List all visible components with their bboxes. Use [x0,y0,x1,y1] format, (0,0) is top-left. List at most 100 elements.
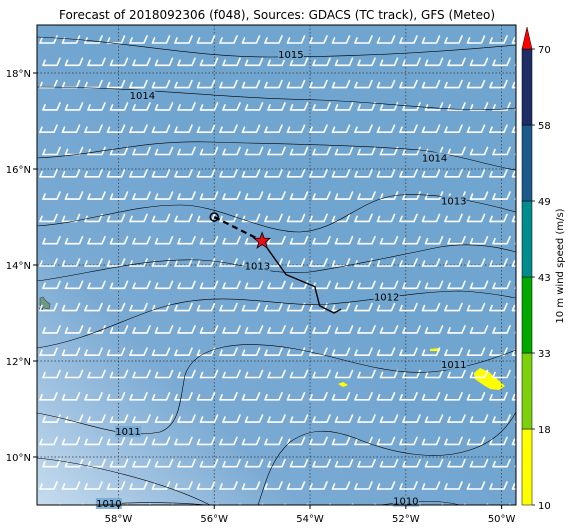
wind-barb-flag [241,304,246,312]
wind-barb-flag [421,438,426,446]
wind-barb [376,213,396,223]
wind-barb [132,325,151,334]
wind-barb-flag [109,282,114,290]
wind-barb [357,369,376,379]
wind-barb-stroke [132,414,151,423]
wind-barb [376,79,396,89]
wind-barb [154,369,174,379]
wind-barb [492,414,511,423]
wind-barb [154,235,174,245]
wind-barb-stroke [106,79,126,89]
wind-barb [376,481,396,490]
wind-barb-stroke [424,369,444,379]
wind-barb-stroke [154,102,174,111]
wind-barb-stroke [309,79,328,89]
wind-barb-flag [466,438,471,446]
wind-barb-stroke [129,169,148,178]
wind-barb [354,392,373,401]
wind-barb-stroke [312,414,331,423]
wind-barb-stroke [109,235,129,245]
wind-barb-flag [289,416,294,423]
wind-barb-flag [222,460,226,468]
wind-barb-flag [132,193,136,200]
wind-barb-stroke [399,392,418,401]
wind-barb [109,369,129,379]
wind-barb-flag [286,483,291,490]
wind-barb-flag [219,215,223,223]
wind-barb-flag [129,483,133,490]
wind-barb [177,369,196,379]
wind-barb-flag [331,215,336,223]
wind-barb-flag [87,104,91,111]
isobar-line [37,36,516,58]
wind-barb [267,414,286,423]
wind-barb-stroke [109,57,129,67]
wind-barb-stroke [154,458,174,468]
wind-barb-flag [133,506,135,511]
wind-barb-stroke [489,347,508,356]
wind-barb [309,169,328,178]
wind-barb-flag [354,483,358,490]
wind-barb-flag [312,237,316,245]
wind-barb-stroke [334,57,354,67]
wind-barb-flag [424,282,429,290]
wind-barb-stroke [177,146,196,156]
wind-barb-flag [357,371,361,379]
wind-barb [447,235,466,245]
wind-barb-stroke [129,481,148,490]
wind-barb-flag [177,59,181,67]
wind-barb-stroke [129,302,148,312]
wind-barb-stroke [264,169,283,178]
wind-barb-stroke [312,146,331,156]
wind-barb-flag [421,349,426,356]
wind-barb-stroke [424,414,444,423]
wind-barb-flag [376,483,381,490]
wind-barb-stroke [447,414,466,423]
wind-barb-stroke [289,191,309,200]
wind-barb-flag [376,171,381,178]
wind-barb [199,325,219,334]
wind-barb [132,280,151,290]
wind-barb [444,124,463,133]
y-tick-label: 12°N [6,357,31,368]
wind-barb [357,57,376,67]
wind-barb-stroke [312,57,331,67]
wind-barb-flag [174,304,178,312]
wind-barb [219,258,238,267]
wind-barb-stroke [174,436,193,446]
wind-barb-flag [309,81,313,89]
wind-barb-flag [109,59,114,67]
wind-barb-flag [241,483,246,490]
wind-barb [267,146,286,156]
wind-barb-stroke [466,213,486,223]
wind-barb-flag [64,237,69,245]
wind-barb [469,191,489,200]
wind-barb-stroke [399,481,418,490]
wind-barb-stroke [402,325,421,334]
wind-barb-flag [447,282,451,290]
wind-barb-flag [331,37,336,44]
wind-barb-stroke [199,280,219,290]
wind-barb-flag [399,483,403,490]
wind-barb [154,146,174,156]
wind-barb-flag [199,59,204,67]
wind-barb-stroke [309,213,328,223]
wind-barb-stroke [469,235,489,245]
wind-barb-flag [511,483,516,490]
wind-barb-flag [466,171,471,178]
wind-barb-flag [286,126,291,133]
wind-barb-stroke [466,124,486,133]
wind-barb-flag [379,193,384,200]
wind-barb-flag [241,438,246,446]
wind-barb-flag [84,171,88,178]
wind-barb-flag [331,304,336,312]
wind-barb-flag [64,193,69,200]
wind-barb-stroke [469,369,489,379]
wind-barb-flag [61,260,66,267]
wind-barb [106,213,126,223]
wind-barb [402,458,421,468]
wind-barb-stroke [379,146,399,156]
wind-barb [421,481,441,490]
wind-barb-stroke [466,302,486,312]
wind-barb-stroke [444,124,463,133]
